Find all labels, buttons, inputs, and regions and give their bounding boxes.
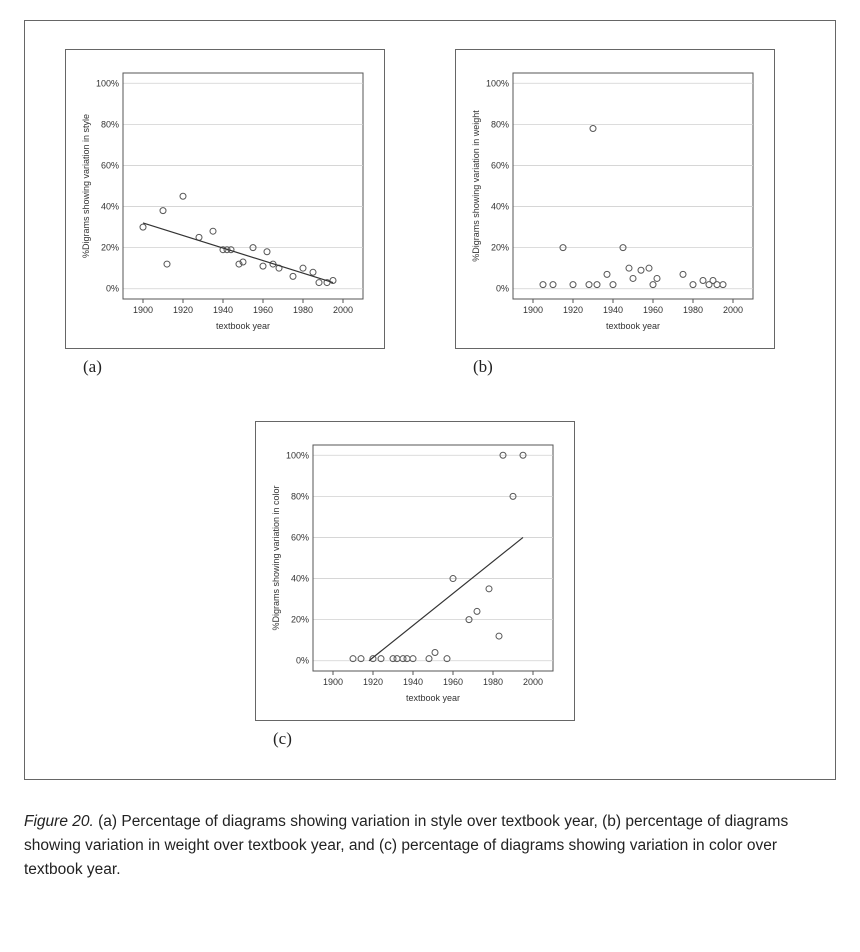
- svg-text:1960: 1960: [443, 677, 463, 687]
- svg-text:20%: 20%: [291, 615, 309, 625]
- svg-text:2000: 2000: [523, 677, 543, 687]
- svg-text:1920: 1920: [363, 677, 383, 687]
- svg-text:2000: 2000: [723, 305, 743, 315]
- page: 0% 20% 40% 60% 80% 100% 1900 1920 1940 1960 1980 20…: [0, 0, 860, 952]
- svg-text:80%: 80%: [101, 119, 119, 129]
- panel-a-label: (a): [83, 357, 385, 377]
- svg-text:1920: 1920: [173, 305, 193, 315]
- svg-text:1980: 1980: [683, 305, 703, 315]
- svg-text:2000: 2000: [333, 305, 353, 315]
- svg-text:1900: 1900: [133, 305, 153, 315]
- svg-text:0%: 0%: [106, 284, 119, 294]
- svg-text:1920: 1920: [563, 305, 583, 315]
- svg-text:100%: 100%: [96, 78, 119, 88]
- svg-text:1940: 1940: [213, 305, 233, 315]
- svg-text:80%: 80%: [291, 491, 309, 501]
- svg-text:0%: 0%: [296, 656, 309, 666]
- svg-text:1900: 1900: [523, 305, 543, 315]
- panel-c-wrap: 0% 20% 40% 60% 80% 100% 1900 1920 1940 1960 1980 20…: [255, 421, 575, 749]
- svg-text:1900: 1900: [323, 677, 343, 687]
- panel-b-card: 0% 20% 40% 60% 80% 100% 1900 1920 1940 1960 1980 20…: [455, 49, 775, 349]
- svg-text:20%: 20%: [101, 243, 119, 253]
- panel-a-wrap: 0% 20% 40% 60% 80% 100% 1900 1920 1940 1960 1980 20…: [65, 49, 385, 377]
- svg-text:1980: 1980: [293, 305, 313, 315]
- svg-text:1940: 1940: [603, 305, 623, 315]
- svg-text:%Digrams showing variation in: %Digrams showing variation in color: [271, 485, 281, 630]
- svg-text:1980: 1980: [483, 677, 503, 687]
- svg-text:60%: 60%: [291, 532, 309, 542]
- panel-c-label: (c): [273, 729, 575, 749]
- svg-text:20%: 20%: [491, 243, 509, 253]
- svg-text:60%: 60%: [101, 160, 119, 170]
- figure-caption: Figure 20. (a) Percentage of diagrams sh…: [24, 810, 836, 882]
- chart-b: 0% 20% 40% 60% 80% 100% 1900 1920 1940 1960 1980 20…: [465, 59, 765, 339]
- svg-text:40%: 40%: [491, 202, 509, 212]
- svg-text:40%: 40%: [291, 574, 309, 584]
- svg-text:80%: 80%: [491, 119, 509, 129]
- svg-text:1960: 1960: [253, 305, 273, 315]
- svg-text:%Digrams showing variation in: %Digrams showing variation in weight: [471, 110, 481, 262]
- svg-text:0%: 0%: [496, 284, 509, 294]
- panel-c-card: 0% 20% 40% 60% 80% 100% 1900 1920 1940 1960 1980 20…: [255, 421, 575, 721]
- svg-text:60%: 60%: [491, 160, 509, 170]
- panel-a-card: 0% 20% 40% 60% 80% 100% 1900 1920 1940 1960 1980 20…: [65, 49, 385, 349]
- svg-text:100%: 100%: [486, 78, 509, 88]
- figure-frame: 0% 20% 40% 60% 80% 100% 1900 1920 1940 1960 1980 20…: [24, 20, 836, 780]
- svg-text:%Digrams showing variation in: %Digrams showing variation in style: [81, 114, 91, 258]
- panel-b-label: (b): [473, 357, 775, 377]
- caption-text: (a) Percentage of diagrams showing varia…: [24, 813, 788, 878]
- svg-text:40%: 40%: [101, 202, 119, 212]
- svg-text:textbook year: textbook year: [406, 693, 460, 703]
- svg-text:textbook year: textbook year: [216, 321, 270, 331]
- svg-text:1960: 1960: [643, 305, 663, 315]
- chart-a: 0% 20% 40% 60% 80% 100% 1900 1920 1940 1960 1980 20…: [75, 59, 375, 339]
- figure-number: Figure 20.: [24, 813, 94, 830]
- svg-text:1940: 1940: [403, 677, 423, 687]
- svg-text:textbook year: textbook year: [606, 321, 660, 331]
- svg-text:100%: 100%: [286, 450, 309, 460]
- chart-c: 0% 20% 40% 60% 80% 100% 1900 1920 1940 1960 1980 20…: [265, 431, 565, 711]
- panel-b-wrap: 0% 20% 40% 60% 80% 100% 1900 1920 1940 1960 1980 20…: [455, 49, 775, 377]
